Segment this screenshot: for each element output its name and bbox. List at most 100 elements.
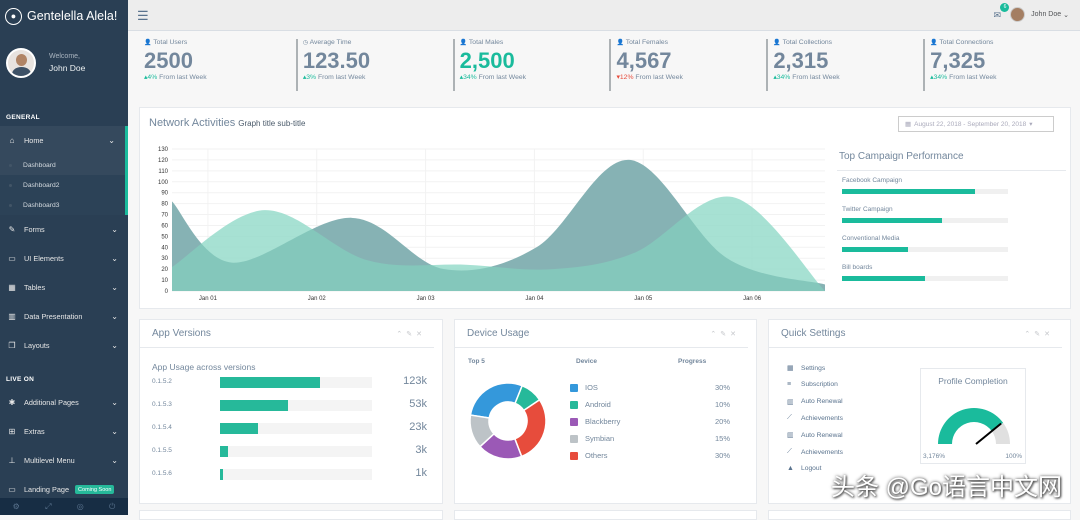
chevron-down-icon: ⌄ <box>1063 11 1069 19</box>
wrench-icon[interactable]: ✎ <box>720 331 730 338</box>
quick-setting-label: Logout <box>801 465 821 472</box>
user-avatar <box>1010 7 1025 22</box>
stat-tile: 👤 Total Collections 2,315 ▴34% From last… <box>766 39 923 91</box>
profile-gauge <box>921 389 1027 449</box>
donut-slice <box>515 400 546 457</box>
stat-tile: 👤 Total Connections 7,325 ▴34% From last… <box>923 39 1080 91</box>
gauge-fill <box>938 408 1003 444</box>
device-pct: 30% <box>715 383 730 392</box>
quick-setting-link[interactable]: ▥Auto Renewal <box>787 398 843 406</box>
sidebar-item-data-presentation[interactable]: ▥Data Presentation⌄ <box>0 302 128 331</box>
sidebar: ● Gentelella Alela! Welcome, John Doe GE… <box>0 0 128 515</box>
user-icon: 👤 <box>616 40 623 46</box>
y-tick-label: 60 <box>161 223 168 229</box>
version-usage-fill <box>220 400 288 411</box>
eye-slash-icon[interactable]: ◎ <box>77 502 84 511</box>
sidebar-subitem-dashboard2[interactable]: Dashboard2 <box>0 175 125 195</box>
bars-icon: ≡ <box>787 381 796 388</box>
close-icon[interactable]: ✕ <box>730 331 740 338</box>
legend-swatch-icon <box>570 452 578 460</box>
mail-count-badge: 6 <box>1000 3 1009 12</box>
user-menu[interactable]: John Doe⌄ <box>1010 7 1069 22</box>
menu-toggle-icon[interactable]: ☰ <box>137 9 149 22</box>
windows-icon: ⊞ <box>7 427 17 436</box>
edit-icon: ✎ <box>7 225 17 234</box>
tile-note: From last Week <box>949 74 996 81</box>
sidebar-item-label: Home <box>24 136 43 145</box>
sidebar-item-multilevel-menu[interactable]: ⊥Multilevel Menu⌄ <box>0 446 128 475</box>
top-navbar: ☰ ✉6 John Doe⌄ <box>128 0 1080 31</box>
sidebar-item-additional-pages[interactable]: ✱Additional Pages⌄ <box>0 388 128 417</box>
stat-tile: 👤 Total Males 2,500 ▴34% From last Week <box>453 39 610 91</box>
campaign-title: Top Campaign Performance <box>839 151 964 162</box>
stat-tile: ◷ Average Time 123.50 ▴3% From last Week <box>296 39 453 91</box>
sidebar-item-layouts[interactable]: ❐Layouts⌄ <box>0 331 128 360</box>
mail-icon[interactable]: ✉6 <box>993 10 1001 21</box>
tile-value: 2500 <box>144 48 296 73</box>
sidebar-item-label: Tables <box>24 283 45 292</box>
close-icon[interactable]: ✕ <box>1044 331 1054 338</box>
chevron-down-icon: ⌄ <box>111 427 118 436</box>
clock-icon: ◷ <box>303 40 308 46</box>
quick-setting-label: Subscription <box>801 381 838 388</box>
settings-icon[interactable]: ⚙ <box>13 502 20 511</box>
sidebar-item-label: Forms <box>24 225 45 234</box>
version-usage-bar <box>220 423 372 434</box>
tile-title: Total Females <box>626 39 668 46</box>
y-tick-label: 120 <box>158 158 169 164</box>
campaign-progress-fill <box>842 189 975 194</box>
quick-setting-link[interactable]: ≡ Subscription <box>787 381 838 388</box>
quick-setting-link[interactable]: ▦Settings <box>787 364 825 372</box>
close-icon[interactable]: ✕ <box>416 331 426 338</box>
device-legend-item: IOS <box>570 383 598 392</box>
quick-setting-link[interactable]: ⟋Achievements <box>787 448 843 456</box>
quick-setting-link[interactable]: ▥Auto Renewal <box>787 431 843 439</box>
laptop-icon: ▭ <box>7 485 17 494</box>
panel-title: Quick Settings <box>781 328 845 339</box>
sidebar-item-forms[interactable]: ✎Forms⌄ <box>0 215 128 244</box>
device-donut-chart <box>468 381 548 461</box>
coming-soon-badge: Coming Soon <box>75 485 114 494</box>
table-icon: ▦ <box>7 283 17 292</box>
y-tick-label: 50 <box>161 234 168 240</box>
sidebar-item-home[interactable]: ⌂ Home ⌄ <box>0 126 128 155</box>
tile-note: From last Week <box>318 74 365 81</box>
quick-setting-link[interactable]: ▲Logout <box>787 465 821 472</box>
network-activities-panel: Network Activities Graph title sub-title… <box>139 107 1071 309</box>
tile-note: From last Week <box>635 74 682 81</box>
wrench-icon[interactable]: ✎ <box>406 331 416 338</box>
y-tick-label: 80 <box>161 202 168 208</box>
line-chart-icon: ⟋ <box>787 414 796 422</box>
sidebar-item-extras[interactable]: ⊞Extras⌄ <box>0 417 128 446</box>
tile-value: 4,567 <box>616 48 766 73</box>
tile-delta: 3% <box>306 74 316 81</box>
sidebar-subitem-dashboard[interactable]: Dashboard <box>0 155 125 175</box>
quick-setting-link[interactable]: ⟋Achievements <box>787 414 843 422</box>
chevron-down-icon: ⌄ <box>111 254 118 263</box>
calendar-icon: ▦ <box>905 120 911 128</box>
version-value: 53k <box>387 398 427 410</box>
sidebar-subitem-dashboard3[interactable]: Dashboard3 <box>0 195 125 215</box>
device-legend-item: Others <box>570 451 608 460</box>
device-name: IOS <box>585 383 598 392</box>
collapse-icon[interactable]: ⌃ <box>396 331 406 338</box>
wrench-icon[interactable]: ✎ <box>1034 331 1044 338</box>
power-icon[interactable]: ⏻ <box>109 502 115 512</box>
sidebar-item-tables[interactable]: ▦Tables⌄ <box>0 273 128 302</box>
tile-delta: 4% <box>147 74 157 81</box>
collapse-icon[interactable]: ⌃ <box>710 331 720 338</box>
brand[interactable]: ● Gentelella Alela! <box>0 0 128 32</box>
date-range-picker[interactable]: ▦ August 22, 2018 - September 20, 2018 ▾ <box>898 116 1054 132</box>
user-icon: 👤 <box>460 40 467 46</box>
avatar[interactable] <box>6 48 36 78</box>
quick-setting-label: Settings <box>801 365 825 372</box>
tile-title: Total Collections <box>783 39 833 46</box>
bottom-panel <box>454 510 757 520</box>
version-label: 0.1.5.4 <box>152 424 172 431</box>
sidebar-item-label: Data Presentation <box>24 312 82 321</box>
panel-title: Network Activities Graph title sub-title <box>149 117 305 129</box>
fullscreen-icon[interactable]: ⤢ <box>45 502 51 512</box>
collapse-icon[interactable]: ⌃ <box>1024 331 1034 338</box>
sidebar-footer: ⚙ ⤢ ◎ ⏻ <box>0 498 128 515</box>
sidebar-item-ui-elements[interactable]: ▭UI Elements⌄ <box>0 244 128 273</box>
